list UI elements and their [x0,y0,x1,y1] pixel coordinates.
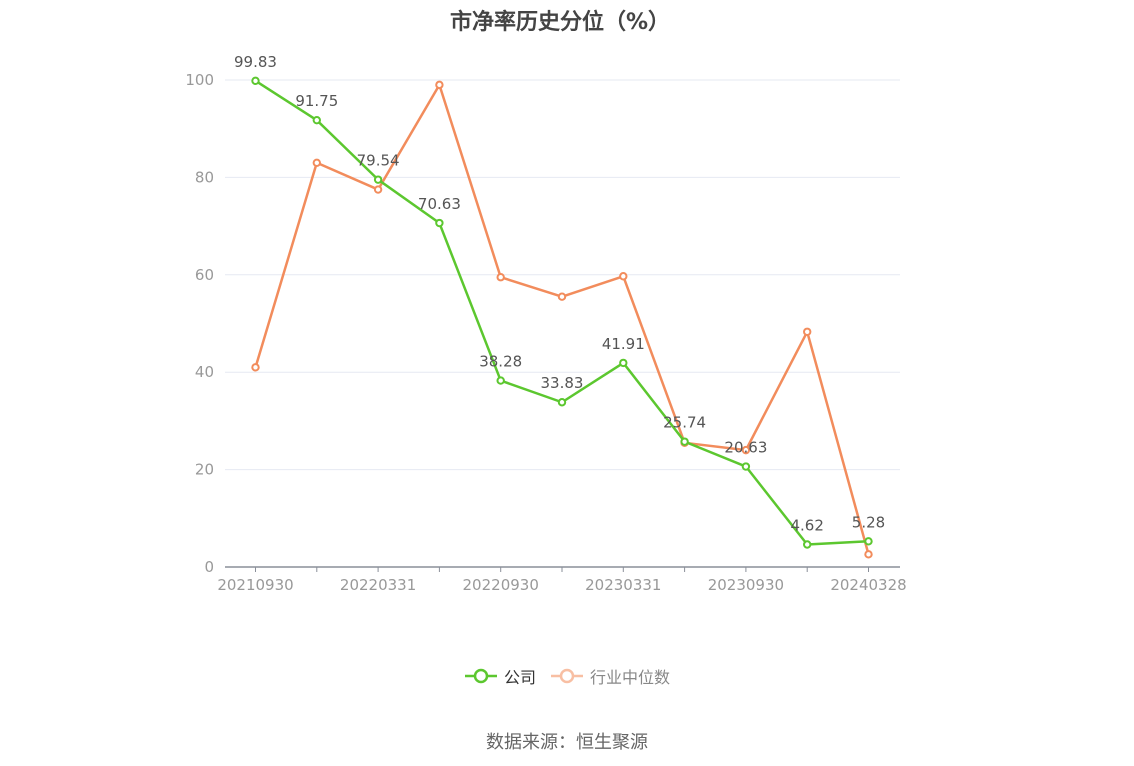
data-point [496,273,505,282]
data-point [619,272,628,281]
data-point [803,327,812,336]
data-label: 99.83 [234,53,277,71]
data-point [373,175,383,184]
data-point [680,437,689,446]
data-label: 70.63 [418,195,461,213]
x-tick-label: 20210930 [217,576,293,594]
y-tick-label: 80 [195,168,214,186]
data-label: 5.28 [852,513,885,531]
y-tick-label: 0 [204,558,214,576]
y-tick-label: 40 [195,363,214,381]
chart-title: 市净率历史分位（%） [449,10,671,35]
legend-swatch-icon [551,668,583,684]
source-note: 数据来源：恒生聚源 [486,732,648,753]
data-point [741,445,751,455]
data-point [251,363,260,372]
data-point [557,292,567,301]
x-tick-label: 20230331 [585,576,661,594]
legend-swatch-marker [559,668,575,684]
y-tick-label: 20 [195,461,214,479]
series-line [254,79,869,546]
series-line [254,83,870,555]
legend-label: 行业中位数 [590,668,671,687]
legend-swatch-icon [464,668,497,684]
data-point [435,80,444,90]
data-label-layer: 99.83 91.75 79.54 70.63 38.28 33.83 41.91 25.74… [234,53,885,535]
data-label: 79.54 [357,152,400,170]
data-point [619,358,628,368]
legend-swatch-marker [473,668,489,684]
x-tick-label: 20240328 [830,576,906,594]
data-point [251,76,260,86]
axes: 0 20 40 60 80 100 20210930 20220331 20220930 2023… [185,71,906,594]
x-tick-label: 20220331 [340,576,416,594]
data-point [864,550,873,559]
data-point [312,115,321,125]
data-point [864,537,873,546]
data-label: 38.28 [479,353,522,371]
data-point [803,540,812,549]
legend: 公司 行业中位数 [0,664,1134,688]
data-label: 25.74 [663,414,706,432]
legend-label: 公司 [503,668,536,687]
data-point [496,376,505,385]
data-label: 33.83 [541,374,584,392]
grid-lines [225,79,900,471]
x-tick-label: 20230930 [708,576,784,594]
data-point [373,185,383,194]
data-label: 41.91 [602,335,645,353]
y-tick-label: 60 [195,266,214,284]
data-point [557,398,567,407]
x-tick-label: 20220930 [463,576,539,594]
data-point [435,218,444,228]
line-chart: 0 20 40 60 80 100 20210930 20220331 20220930 2023… [185,53,906,594]
y-tick-label: 100 [185,71,214,89]
data-point [312,158,321,167]
data-label: 91.75 [295,92,338,110]
legend-item[interactable]: 公司 [464,664,536,688]
legend-item[interactable]: 行业中位数 [550,664,670,688]
data-label: 20.63 [724,439,767,457]
data-label: 4.62 [790,517,823,535]
series-layer [251,76,873,559]
data-point [741,462,751,471]
